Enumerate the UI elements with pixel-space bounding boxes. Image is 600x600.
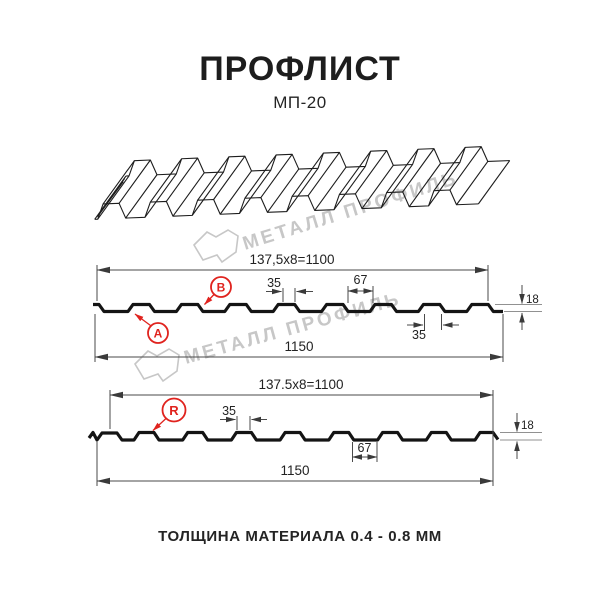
- callout-r: R: [152, 397, 187, 431]
- dim-crest-bottom-label: 35: [412, 328, 426, 342]
- dim-pitch-label: 137,5x8=1100: [250, 252, 335, 267]
- profile-section-top: 137,5x8=1100 1150 35 67: [93, 252, 542, 362]
- dim-pitch: [96, 265, 489, 301]
- dim-overall-label: 1150: [284, 339, 313, 354]
- dim-overall-label: 1150: [280, 463, 309, 478]
- sheet-front-edge: [93, 188, 479, 220]
- dim-height-label: 18: [526, 294, 539, 306]
- callout-a: A: [134, 313, 169, 344]
- dim-pitch: [109, 390, 494, 429]
- dim-crest-label: 35: [222, 404, 236, 418]
- callout-a-label: A: [154, 327, 163, 341]
- material-thickness-note: ТОЛЩИНА МАТЕРИАЛА 0.4 - 0.8 ММ: [158, 528, 442, 545]
- callout-r-label: R: [169, 403, 179, 418]
- sheet-cut-edge-lines: [96, 178, 126, 218]
- dim-height: [500, 413, 542, 459]
- dim-crest-bottom: [407, 314, 459, 330]
- page-title: ПРОФЛИСТ: [199, 50, 401, 88]
- callout-b: B: [204, 276, 232, 305]
- metal-profile-logo-icon: [133, 348, 180, 383]
- dim-valley-label: 67: [358, 441, 372, 455]
- dim-valley: [352, 442, 378, 462]
- profile-outline: [87, 430, 500, 442]
- profile-section-bottom: 137.5x8=1100 1150 35 67: [87, 377, 542, 486]
- dim-pitch-label: 137.5x8=1100: [259, 377, 344, 392]
- dim-overall: [94, 314, 504, 362]
- dim-valley-top-label: 67: [354, 273, 368, 287]
- dim-crest: [220, 416, 267, 430]
- profile-outline: [93, 302, 503, 314]
- metal-profile-logo-icon: [192, 229, 239, 264]
- profile-model-label: МП-20: [273, 93, 327, 112]
- sheet-rib-lines: [94, 146, 511, 220]
- dim-crest-top-label: 35: [267, 276, 281, 290]
- dim-overall: [96, 429, 494, 486]
- callout-b-label: B: [217, 281, 226, 295]
- dim-height: [495, 285, 542, 330]
- dim-crest-top: [266, 288, 313, 302]
- sheet-back-edge: [125, 146, 510, 177]
- sheet-3d-drawing: [93, 146, 511, 220]
- dim-valley-top: [347, 286, 374, 303]
- dim-height-label: 18: [521, 420, 534, 432]
